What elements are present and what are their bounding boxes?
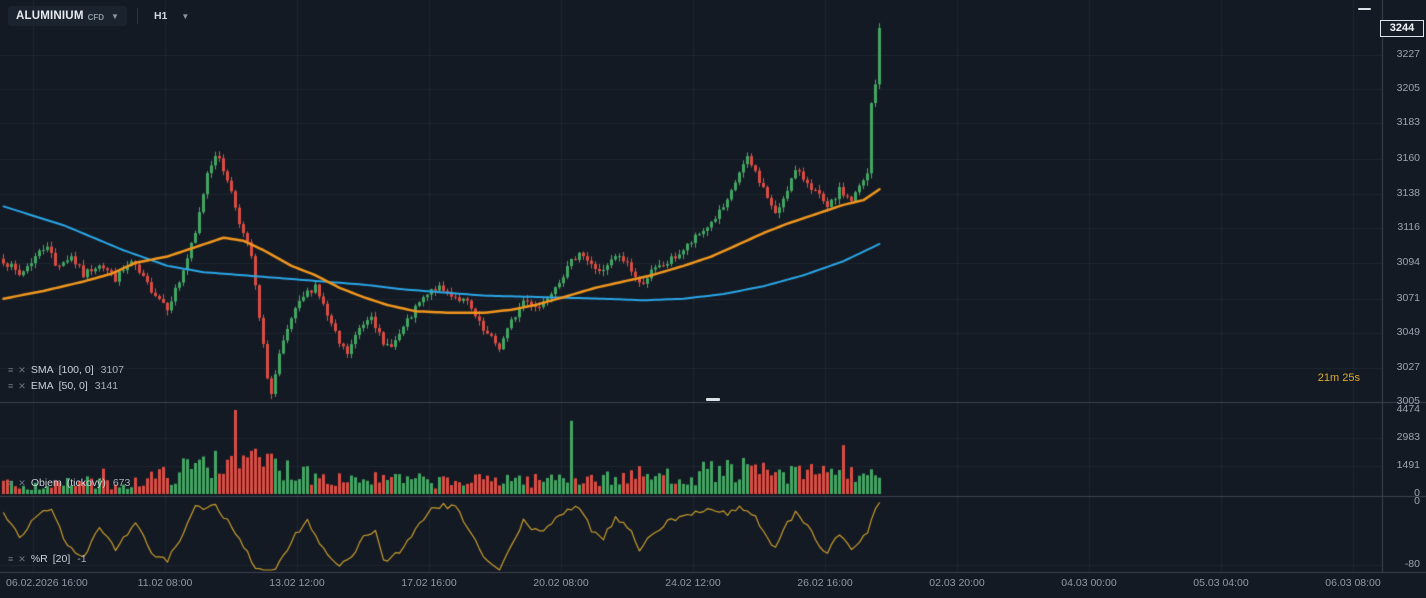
price-tick-label: 3116 — [1397, 221, 1420, 234]
indicator-name: SMA — [30, 364, 54, 376]
indicator-remove-icon[interactable]: ✕ — [18, 554, 26, 564]
chevron-down-icon: ▼ — [181, 11, 190, 21]
price-tick-label: 3094 — [1396, 255, 1420, 268]
current-price-badge: 3244 — [1380, 20, 1424, 37]
chevron-down-icon: ▼ — [111, 11, 119, 21]
volume-tick-label: 4474 — [1396, 402, 1420, 415]
volume-tick-label: 0 — [1414, 487, 1420, 499]
price-tick-label: 3071 — [1396, 291, 1420, 304]
price-tick-label: 3183 — [1396, 116, 1420, 129]
indicator-params: [100, 0] — [58, 364, 94, 376]
time-tick-label: 06.03 08:00 — [1325, 577, 1381, 589]
indicator-settings-icon[interactable]: ≡ — [8, 554, 14, 564]
time-tick-label: 06.02.2026 16:00 — [6, 577, 88, 589]
indicator-settings-icon[interactable]: ≡ — [8, 478, 14, 488]
wpr-tick-label: 0 — [1414, 495, 1420, 507]
indicator-row-volume: ≡ ✕ Objem (tickový) 673 — [8, 477, 130, 489]
price-tick-label: 3227 — [1396, 47, 1420, 60]
instrument-selector[interactable]: ALUMINIUM CFD ▼ — [8, 6, 127, 26]
indicator-name: %R — [30, 553, 48, 565]
indicator-name: Objem — [30, 477, 62, 489]
price-tick-label: 3049 — [1396, 326, 1420, 339]
time-tick-label: 24.02 12:00 — [665, 577, 721, 589]
indicator-settings-icon[interactable]: ≡ — [8, 365, 14, 375]
indicator-value: 3141 — [94, 380, 119, 392]
indicator-settings-icon[interactable]: ≡ — [8, 381, 14, 391]
wpr-tick-label: -80 — [1404, 558, 1420, 570]
indicator-remove-icon[interactable]: ✕ — [18, 478, 26, 488]
time-tick-label: 17.02 16:00 — [401, 577, 457, 589]
indicator-remove-icon[interactable]: ✕ — [18, 365, 26, 375]
time-tick-label: 20.02 08:00 — [533, 577, 589, 589]
time-tick-label: 11.02 08:00 — [137, 577, 193, 589]
volume-tick-label: 2983 — [1396, 430, 1420, 443]
indicator-row-sma: ≡ ✕ SMA [100, 0] 3107 — [8, 364, 124, 376]
price-tick-label: 3138 — [1396, 186, 1420, 199]
price-tick-label: 3027 — [1396, 360, 1420, 373]
price-tick-label: 3160 — [1396, 152, 1420, 165]
volume-tick-label: 1491 — [1396, 458, 1420, 471]
time-tick-label: 05.03 04:00 — [1193, 577, 1249, 589]
timeframe-label: H1 — [153, 10, 168, 22]
indicator-params: (tickový) — [66, 477, 106, 489]
chart-collapse-handle[interactable] — [1358, 8, 1371, 10]
indicator-value: -1 — [77, 553, 87, 565]
instrument-type-label: CFD — [87, 12, 105, 22]
price-tick-label: 3005 — [1396, 395, 1420, 408]
indicator-row-wpr: ≡ ✕ %R [20] -1 — [8, 553, 87, 565]
indicator-row-ema: ≡ ✕ EMA [50, 0] 3141 — [8, 380, 118, 392]
indicator-value: 3107 — [100, 364, 124, 376]
timeframe-selector[interactable]: H1 ▼ — [148, 6, 195, 26]
indicator-value: 673 — [112, 477, 131, 489]
time-tick-label: 04.03 00:00 — [1061, 577, 1117, 589]
price-tick-label: 3205 — [1396, 82, 1420, 95]
time-tick-label: 26.02 16:00 — [797, 577, 853, 589]
indicator-params: [50, 0] — [58, 380, 88, 392]
indicator-params: [20] — [52, 553, 71, 565]
time-tick-label: 02.03 20:00 — [929, 577, 985, 589]
chart-toolbar: ALUMINIUM CFD ▼ H1 ▼ — [8, 6, 195, 26]
indicator-name: EMA — [30, 380, 54, 392]
toolbar-divider — [136, 8, 138, 24]
instrument-name: ALUMINIUM — [16, 10, 84, 22]
indicator-remove-icon[interactable]: ✕ — [18, 381, 26, 391]
time-tick-label: 13.02 12:00 — [269, 577, 325, 589]
candle-countdown: 21m 25s — [1317, 372, 1360, 384]
panel-resize-handle[interactable] — [706, 398, 720, 401]
